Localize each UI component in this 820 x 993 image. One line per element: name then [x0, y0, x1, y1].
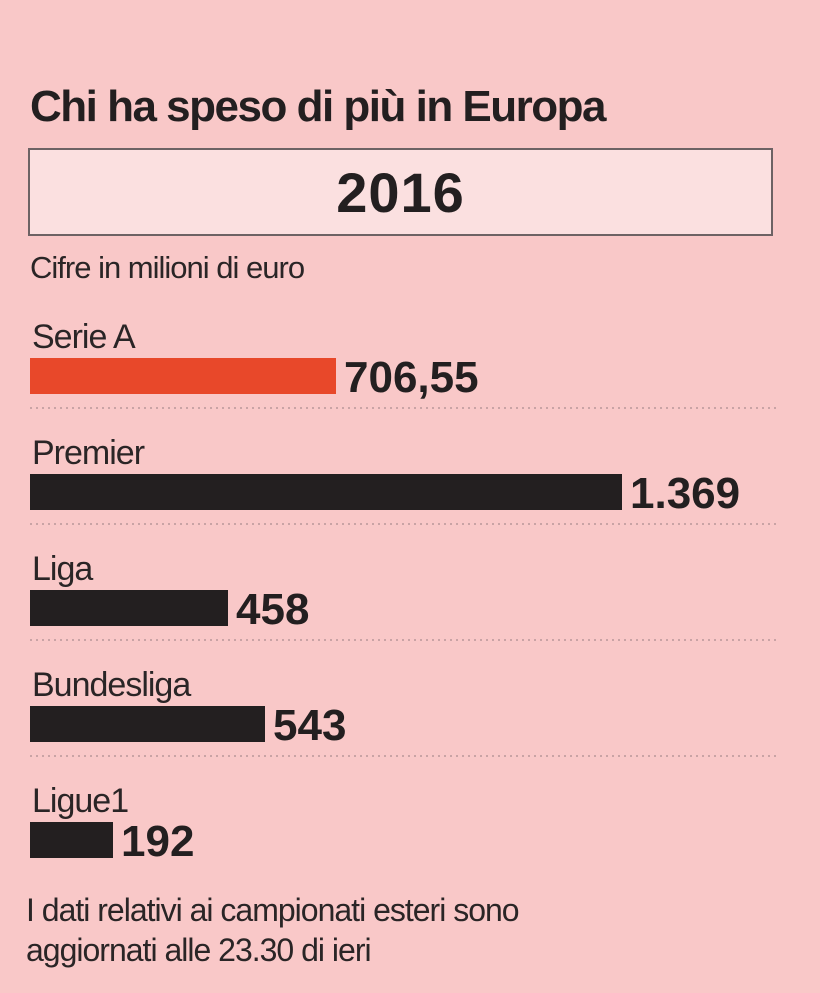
value-label-premier: 1.369 [630, 469, 740, 518]
category-label-serie-a: Serie A [32, 318, 136, 356]
year-box: 2016 [28, 148, 773, 236]
value-label-serie-a: 706,55 [344, 353, 479, 402]
value-label-bundesliga: 543 [273, 701, 346, 750]
chart-title: Chi ha speso di più in Europa [30, 82, 607, 131]
category-label-ligue1: Ligue1 [32, 782, 128, 820]
footnote-line-2: aggiornati alle 23.30 di ieri [26, 932, 372, 968]
category-label-premier: Premier [32, 434, 145, 472]
bar-premier [30, 474, 622, 510]
bar-liga [30, 590, 228, 626]
footnote-line-1: I dati relativi ai campionati esteri son… [26, 892, 520, 928]
category-label-liga: Liga [32, 550, 93, 588]
bar-chart: Serie A 706,55 Premier 1.369 Liga 458 Bundesli… [30, 318, 780, 866]
value-label-ligue1: 192 [121, 817, 194, 866]
unit-note: Cifre in milioni di euro [30, 250, 305, 285]
footnote: I dati relativi ai campionati esteri son… [26, 890, 806, 970]
bar-serie-a [30, 358, 336, 394]
bar-bundesliga [30, 706, 265, 742]
value-label-liga: 458 [236, 585, 309, 634]
category-label-bundesliga: Bundesliga [32, 666, 191, 704]
bar-ligue1 [30, 822, 113, 858]
year-label: 2016 [336, 160, 465, 224]
